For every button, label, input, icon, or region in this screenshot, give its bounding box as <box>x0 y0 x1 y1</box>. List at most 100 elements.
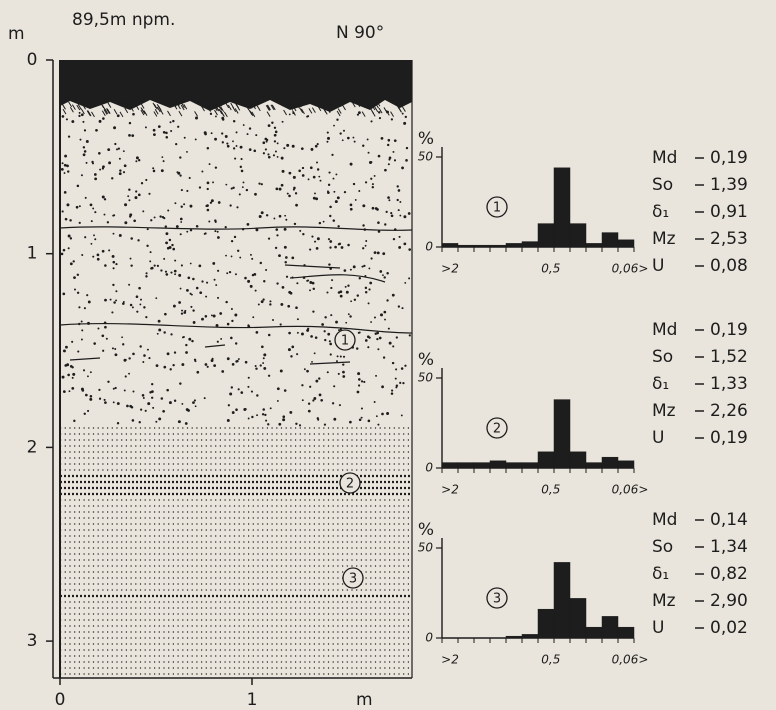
sand-dot <box>375 374 377 377</box>
sand-dot <box>181 309 184 312</box>
sand-dot <box>164 312 167 316</box>
sand-dot <box>130 405 134 409</box>
sand-dot <box>295 422 298 426</box>
sand-dot <box>311 235 314 238</box>
sand-dot <box>316 237 320 241</box>
sand-dot <box>267 124 271 127</box>
sand-dot <box>82 153 86 157</box>
sand-dot <box>171 243 174 247</box>
soil-hatch <box>218 108 223 115</box>
sand-dot <box>349 268 352 271</box>
sand-dot <box>281 120 284 123</box>
sand-dot <box>163 365 167 369</box>
sand-dot <box>397 209 400 212</box>
soil-hatch <box>252 103 256 110</box>
sand-dot <box>329 353 332 356</box>
sand-dot <box>344 285 347 288</box>
soil-hatch <box>395 102 400 108</box>
sand-dot <box>382 252 386 256</box>
sand-dot <box>288 113 291 116</box>
sand-dot <box>102 117 105 120</box>
sand-dot <box>296 282 299 285</box>
sand-dot <box>211 357 214 360</box>
sand-dot <box>399 200 402 203</box>
sand-dot <box>177 125 180 128</box>
sand-dot <box>71 386 75 390</box>
sand-dot <box>127 195 130 198</box>
soil-hatch <box>119 111 124 118</box>
sand-dot <box>408 277 411 280</box>
bar <box>569 451 587 469</box>
sand-dot <box>112 387 115 390</box>
sand-dot <box>303 368 306 371</box>
sand-dot <box>212 314 216 318</box>
soil-hatch <box>220 111 225 117</box>
sand-dot <box>323 423 327 426</box>
sand-dot <box>158 328 162 332</box>
sand-dot <box>323 330 326 333</box>
sand-dot <box>172 247 176 251</box>
soil-hatch <box>76 104 81 111</box>
sand-dot <box>81 253 84 256</box>
bar <box>489 244 507 248</box>
sand-dot <box>301 399 304 402</box>
soil-hatch <box>218 105 223 111</box>
soil-hatch <box>326 107 331 114</box>
sand-dot <box>68 390 71 393</box>
sand-dot <box>221 132 224 135</box>
sand-dot <box>269 303 272 306</box>
soil-hatch <box>289 104 294 110</box>
bar <box>537 223 555 248</box>
sand-dot <box>362 224 365 227</box>
sand-dot <box>155 420 158 423</box>
soil-hatch <box>248 103 253 109</box>
sand-dot <box>362 247 365 250</box>
sand-dot <box>312 310 315 313</box>
soil-hatch <box>296 101 300 108</box>
soil-hatch <box>214 109 218 116</box>
sand-dot <box>287 348 291 352</box>
sand-dot <box>186 151 188 153</box>
soil-hatch <box>267 104 271 111</box>
sand-dot <box>151 396 154 399</box>
stat-name: δ₁ <box>652 564 669 584</box>
soil-hatch <box>271 104 276 111</box>
soil-hatch <box>361 111 366 117</box>
sand-dot <box>326 371 329 374</box>
sand-dot <box>87 409 90 412</box>
sand-dot <box>90 220 93 223</box>
sand-dot <box>180 189 183 192</box>
sand-dot <box>206 208 210 212</box>
sand-dot <box>201 170 204 173</box>
soil-hatch <box>220 106 225 112</box>
sand-dot <box>329 240 333 243</box>
soil-hatch <box>80 108 85 115</box>
sand-dot <box>302 232 305 236</box>
bedding-line <box>204 344 226 348</box>
soil-hatch <box>106 108 111 114</box>
soil-hatch <box>311 107 316 113</box>
sand-dot <box>315 246 319 250</box>
sand-dot <box>247 279 251 283</box>
sand-dot <box>358 384 361 387</box>
sand-dot <box>390 118 394 121</box>
sand-dot <box>162 130 166 134</box>
sand-dot <box>185 343 188 347</box>
sand-dot <box>371 206 375 210</box>
soil-hatch <box>266 111 271 117</box>
sand-dot <box>96 257 100 261</box>
bar <box>521 462 539 469</box>
sand-dot <box>165 241 168 245</box>
sand-dot <box>208 163 211 166</box>
sand-dot <box>358 111 361 114</box>
sand-dot <box>338 404 341 407</box>
sand-dot <box>78 205 81 208</box>
sand-dot <box>318 175 321 178</box>
sand-dot <box>278 254 281 258</box>
sand-dot <box>84 236 87 239</box>
sand-dot <box>265 140 268 143</box>
stat-value: 1,33 <box>710 374 748 394</box>
sand-dot <box>210 199 214 203</box>
sand-dot <box>384 318 386 321</box>
sand-dot <box>112 283 115 287</box>
